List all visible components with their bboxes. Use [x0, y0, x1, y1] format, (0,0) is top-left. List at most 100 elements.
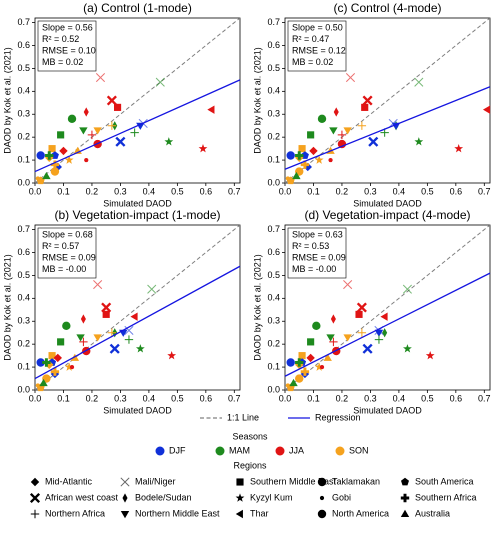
data-point — [114, 103, 122, 111]
x-tick-label: 0.2 — [336, 393, 349, 403]
legend-marker — [235, 509, 243, 519]
legend-marker — [122, 493, 128, 503]
legend-marker — [317, 477, 327, 487]
x-tick-label: 0.2 — [336, 186, 349, 196]
legend-title: Seasons — [232, 431, 268, 441]
y-tick-label: 0.4 — [17, 86, 30, 96]
data-point — [356, 302, 367, 313]
data-point — [62, 321, 71, 331]
data-point — [307, 338, 315, 346]
x-tick-label: 0.3 — [114, 393, 127, 403]
data-point — [357, 121, 367, 130]
legend-label: Taklamakan — [332, 476, 380, 486]
x-axis-label: Simulated DAOD — [103, 405, 172, 415]
data-point — [95, 73, 106, 83]
y-tick-label: 0.3 — [17, 109, 30, 119]
legend-marker — [401, 477, 409, 486]
data-point — [64, 155, 74, 164]
data-point — [76, 334, 85, 342]
data-point — [93, 127, 102, 135]
legend-label: North America — [332, 508, 389, 518]
data-point — [45, 360, 54, 369]
data-point — [345, 73, 356, 83]
stats-text: Slope = 0.50 — [292, 22, 343, 32]
data-point — [303, 162, 312, 172]
stats-text: R² = 0.47 — [292, 34, 329, 44]
data-point — [124, 335, 134, 344]
legend-marker — [30, 509, 40, 519]
stats-text: RMSE = 0.09 — [292, 252, 346, 262]
x-tick-label: 0.4 — [143, 393, 156, 403]
legend-marker — [319, 495, 325, 501]
x-tick-label: 0.0 — [279, 186, 292, 196]
x-tick-label: 0.1 — [307, 393, 320, 403]
y-tick-label: 0.2 — [267, 132, 280, 142]
data-point — [101, 302, 112, 313]
legend-marker — [120, 511, 130, 519]
x-tick-label: 0.7 — [478, 186, 491, 196]
data-point — [328, 157, 333, 163]
data-point — [93, 280, 103, 290]
legend-label: Thar — [250, 508, 269, 518]
data-point — [42, 358, 51, 367]
y-tick-label: 0.2 — [17, 339, 30, 349]
data-point — [380, 312, 388, 321]
data-point — [50, 367, 60, 376]
data-point — [382, 328, 388, 338]
y-tick-label: 0.7 — [267, 224, 280, 234]
data-point — [53, 353, 62, 363]
x-tick-label: 0.6 — [200, 393, 213, 403]
y-axis-label: DAOD by Kok et al. (2021) — [2, 47, 12, 154]
data-point — [50, 151, 59, 159]
data-point — [106, 95, 117, 106]
data-point — [414, 137, 424, 146]
data-point — [368, 136, 379, 147]
legend-label: Bodele/Sudan — [135, 492, 192, 502]
plot-frame — [34, 17, 241, 184]
legend-label: Kyzyl Kum — [250, 492, 293, 502]
data-point — [425, 351, 435, 360]
y-tick-label: 0.3 — [17, 316, 30, 326]
legend-marker — [29, 492, 41, 504]
x-tick-label: 0.1 — [57, 186, 70, 196]
data-point — [362, 343, 373, 354]
x-tick-label: 0.5 — [171, 393, 184, 403]
data-point — [289, 378, 298, 387]
stats-text: MB = 0.02 — [42, 57, 83, 67]
data-point — [306, 353, 315, 363]
data-point — [300, 367, 310, 376]
data-point — [362, 95, 373, 106]
data-point — [164, 137, 174, 146]
stats-text: R² = 0.53 — [292, 241, 329, 251]
legend-label: Mali/Niger — [135, 476, 176, 486]
data-point — [124, 325, 134, 335]
data-point — [147, 284, 157, 294]
data-point — [79, 337, 88, 347]
legend-label: JJA — [289, 445, 304, 455]
regression-line — [34, 265, 241, 380]
legend-label: Mid-Atlantic — [45, 476, 93, 486]
x-tick-label: 0.4 — [393, 186, 406, 196]
y-tick-label: 0.2 — [17, 132, 30, 142]
x-tick-label: 0.0 — [29, 186, 42, 196]
stats-text: MB = -0.00 — [42, 264, 86, 274]
data-point — [115, 136, 126, 147]
data-point — [130, 312, 138, 321]
x-tick-label: 0.7 — [228, 393, 241, 403]
y-tick-label: 0.5 — [17, 270, 30, 280]
y-tick-label: 0.6 — [17, 247, 30, 257]
y-tick-label: 0.7 — [267, 17, 280, 27]
data-point — [93, 334, 102, 342]
y-tick-label: 0.4 — [267, 86, 280, 96]
legend-label: MAM — [229, 445, 250, 455]
data-point — [314, 362, 324, 371]
data-point — [482, 105, 491, 114]
data-point — [329, 127, 338, 135]
legend-label: DJF — [169, 445, 186, 455]
one-to-one-line — [34, 224, 241, 391]
legend-label: Australia — [415, 508, 450, 518]
data-point — [286, 358, 295, 367]
one-to-one-line — [284, 224, 491, 391]
data-point — [50, 160, 60, 169]
